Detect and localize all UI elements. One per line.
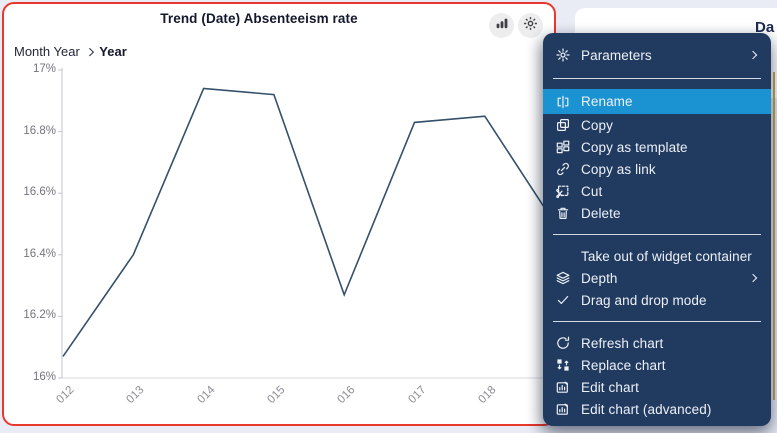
menu-item-label: Take out of widget container	[581, 248, 752, 264]
menu-item-parameters[interactable]: Parameters	[543, 42, 771, 68]
menu-item-label: Rename	[581, 94, 633, 109]
menu-item-label: Refresh chart	[581, 335, 664, 351]
menu-item-label: Drag and drop mode	[581, 292, 707, 308]
menu-separator	[553, 234, 761, 235]
y-axis-ticks	[58, 69, 62, 379]
menu-item-copy-as-template[interactable]: Copy as template	[543, 136, 771, 158]
menu-section: Take out of widget container Depth Drag an…	[543, 241, 771, 315]
menu-item-replace-chart[interactable]: Replace chart	[543, 354, 771, 376]
menu-item-label: Copy as link	[581, 161, 656, 177]
chart-type-button[interactable]	[489, 13, 514, 38]
menu-item-delete[interactable]: Delete	[543, 202, 771, 224]
copy-template-icon	[555, 140, 571, 154]
background-widget-edge	[772, 72, 775, 400]
menu-item-copy[interactable]: Copy	[543, 114, 771, 136]
rename-icon	[555, 95, 571, 109]
line-chart-plot-area[interactable]: 17% 16.8% 16.6% 16.4% 16.2% 16% 012 013 014 015 0…	[2, 2, 556, 426]
menu-item-label: Replace chart	[581, 357, 666, 373]
menu-separator	[553, 321, 761, 322]
cut-icon	[555, 184, 571, 198]
check-icon	[555, 293, 571, 307]
menu-item-label: Cut	[581, 183, 603, 199]
menu-item-refresh-chart[interactable]: Refresh chart	[543, 332, 771, 354]
widget-context-menu: Parameters Rename Copy Copy as template Copy…	[543, 33, 771, 426]
menu-item-depth[interactable]: Depth	[543, 267, 771, 289]
layers-icon	[555, 271, 571, 285]
absenteeism-line-series	[62, 87, 556, 357]
menu-item-label: Edit chart	[581, 379, 640, 395]
y-axis-tick-label: 16.8%	[23, 124, 56, 137]
y-axis-tick-label: 16.6%	[23, 186, 56, 199]
menu-item-take-out-of-widget-container[interactable]: Take out of widget container	[543, 245, 771, 267]
menu-section: Rename Copy Copy as template Copy as link Cu…	[543, 85, 771, 228]
menu-item-label: Edit chart (advanced)	[581, 401, 712, 417]
copy-icon	[555, 118, 571, 132]
menu-item-label: Delete	[581, 205, 621, 221]
edit-chart-advanced-icon	[555, 402, 571, 416]
breadcrumb-level-month-year[interactable]: Month Year	[14, 44, 80, 59]
menu-item-rename[interactable]: Rename	[543, 89, 771, 114]
chart-widget[interactable]: Trend (Date) Absenteeism rate Month Year	[2, 2, 556, 426]
y-axis-tick-label: 16.2%	[23, 309, 56, 322]
line-chart	[58, 68, 556, 379]
refresh-icon	[555, 336, 571, 350]
widget-settings-button[interactable]	[518, 13, 543, 38]
edit-chart-icon	[555, 380, 571, 394]
menu-section: Refresh chart Replace chart Edit chart Edit…	[543, 328, 771, 424]
background-widget-title: Da	[755, 19, 775, 36]
breadcrumb: Month Year Year	[14, 44, 127, 59]
menu-item-label: Parameters	[581, 47, 652, 63]
link-icon	[555, 162, 571, 176]
chevron-right-icon	[748, 50, 758, 60]
gear-icon	[523, 16, 538, 35]
menu-item-drag-and-drop-mode[interactable]: Drag and drop mode	[543, 289, 771, 311]
menu-item-edit-chart[interactable]: Edit chart	[543, 376, 771, 398]
y-axis-tick-label: 16.4%	[23, 247, 56, 260]
breadcrumb-level-year[interactable]: Year	[99, 44, 127, 59]
menu-item-edit-chart-advanced[interactable]: Edit chart (advanced)	[543, 398, 771, 420]
menu-item-cut[interactable]: Cut	[543, 180, 771, 202]
y-axis-tick-label: 16%	[32, 371, 56, 383]
menu-section: Parameters	[543, 38, 771, 72]
y-axis-tick-label: 17%	[32, 63, 56, 75]
menu-separator	[553, 78, 761, 79]
menu-item-label: Depth	[581, 270, 618, 286]
bar-chart-icon	[495, 16, 509, 35]
replace-icon	[555, 358, 571, 372]
trash-icon	[555, 206, 571, 220]
menu-item-copy-as-link[interactable]: Copy as link	[543, 158, 771, 180]
gear-icon	[555, 48, 571, 62]
chevron-right-icon	[748, 273, 758, 283]
menu-item-label: Copy	[581, 117, 613, 133]
menu-item-label: Copy as template	[581, 139, 688, 155]
widget-title: Trend (Date) Absenteeism rate	[160, 11, 358, 26]
